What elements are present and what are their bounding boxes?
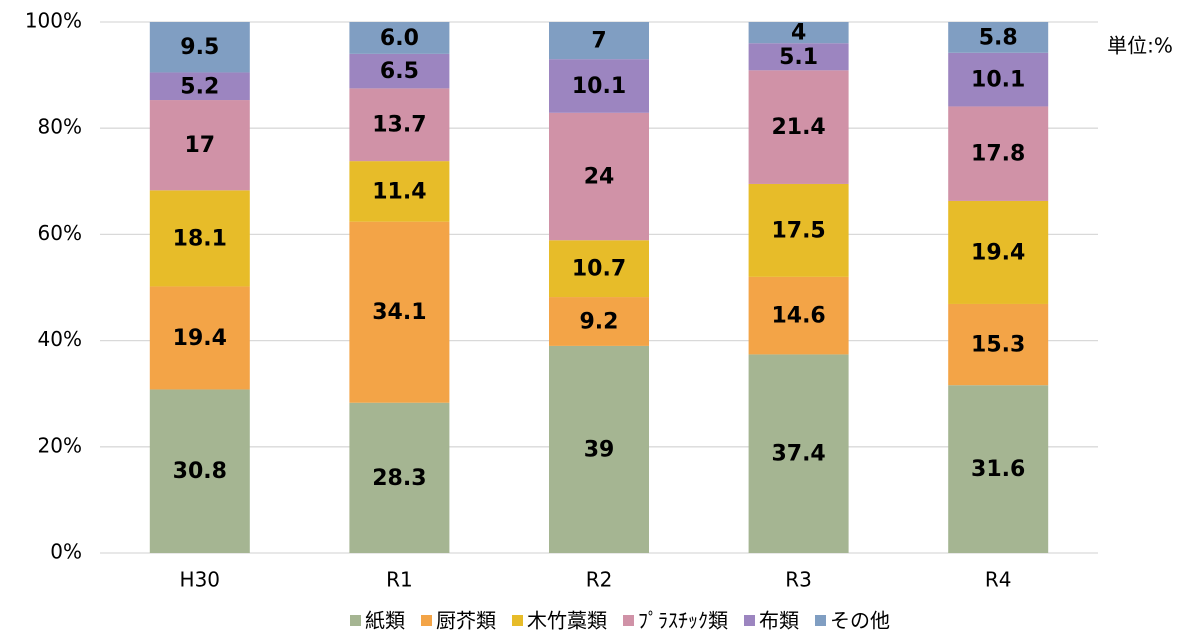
data-label: 5.1 — [779, 45, 818, 70]
bar-segment — [349, 88, 450, 162]
x-tick-label: R4 — [985, 568, 1012, 592]
bar-segment — [549, 112, 649, 241]
data-label: 19.4 — [173, 326, 227, 351]
data-label: 17.5 — [771, 218, 825, 243]
bar-segment — [748, 276, 849, 355]
data-label: 6.5 — [380, 59, 419, 84]
legend-swatch — [512, 615, 523, 626]
data-label: 21.4 — [771, 115, 825, 140]
legend-label: 紙類 — [365, 609, 405, 633]
y-tick-label: 100% — [25, 9, 82, 33]
data-label: 10.1 — [971, 68, 1025, 93]
bar-segment — [948, 106, 1049, 201]
bar-segment — [349, 161, 450, 222]
bar-segment — [948, 303, 1049, 386]
data-label: 30.8 — [173, 459, 227, 484]
data-label: 31.6 — [971, 457, 1025, 482]
legend-swatch — [815, 615, 826, 626]
data-label: 18.1 — [173, 226, 227, 251]
legend-swatch — [623, 615, 634, 626]
bar-segment — [748, 183, 849, 277]
y-tick-label: 0% — [50, 540, 82, 564]
x-tick-label: R1 — [386, 568, 413, 592]
legend-label: 布類 — [759, 609, 799, 633]
data-label: 7 — [591, 29, 606, 54]
bar-segment — [948, 200, 1049, 304]
data-label: 17.8 — [971, 142, 1025, 167]
data-label: 19.4 — [971, 240, 1025, 265]
data-label: 10.7 — [572, 257, 626, 282]
bar-segment — [748, 354, 849, 553]
data-label: 28.3 — [372, 466, 426, 491]
bar-segment — [948, 22, 1049, 53]
bar-segment — [149, 389, 250, 553]
x-tick-label: H30 — [180, 568, 221, 592]
bar-segment — [748, 43, 849, 71]
legend-label: その他 — [830, 609, 890, 633]
bar-segment — [549, 297, 649, 346]
bar-segment — [349, 221, 450, 403]
bar-segment — [549, 240, 649, 298]
legend-label: 木竹藁類 — [527, 609, 607, 633]
data-label: 4 — [791, 21, 806, 46]
bar-segment — [748, 22, 849, 44]
data-label: 15.3 — [971, 333, 1025, 358]
bar-segment — [149, 72, 250, 101]
bar-segment — [549, 345, 649, 553]
legend-swatch — [350, 615, 361, 626]
data-label: 5.8 — [979, 25, 1018, 50]
data-label: 37.4 — [771, 442, 825, 467]
legend-label: 厨芥類 — [436, 609, 496, 633]
data-label: 24 — [584, 165, 615, 190]
unit-annotation: 単位:% — [1107, 34, 1173, 58]
bar-segment — [149, 100, 250, 191]
bar-segment — [549, 22, 649, 60]
y-tick-label: 40% — [38, 327, 82, 351]
legend-swatch — [421, 615, 432, 626]
legend-label: ﾌﾟﾗｽﾁｯｸ類 — [638, 609, 728, 633]
bar-segment — [349, 22, 450, 54]
y-tick-label: 60% — [38, 221, 82, 245]
data-label: 39 — [584, 437, 615, 462]
x-tick-label: R2 — [586, 568, 613, 592]
legend-swatch — [744, 615, 755, 626]
data-label: 6.0 — [380, 26, 419, 51]
data-label: 9.2 — [580, 309, 619, 334]
data-label: 11.4 — [372, 179, 426, 204]
x-tick-label: R3 — [785, 568, 812, 592]
bar-segment — [349, 402, 450, 553]
bar-segment — [948, 52, 1049, 107]
bar-segment — [149, 22, 250, 73]
bar-segment — [349, 53, 450, 89]
y-tick-label: 80% — [38, 115, 82, 139]
data-label: 9.5 — [180, 35, 219, 60]
data-label: 10.1 — [572, 74, 626, 99]
data-label: 34.1 — [372, 300, 426, 325]
data-label: 14.6 — [771, 304, 825, 329]
bar-segment — [748, 70, 849, 184]
data-label: 5.2 — [180, 74, 219, 99]
bar-segment — [149, 190, 250, 287]
y-tick-label: 20% — [38, 433, 82, 457]
bar-segment — [549, 59, 649, 113]
bar-segment — [948, 385, 1049, 553]
data-label: 13.7 — [372, 113, 426, 138]
bar-segment — [149, 286, 250, 390]
data-label: 17 — [184, 133, 215, 158]
